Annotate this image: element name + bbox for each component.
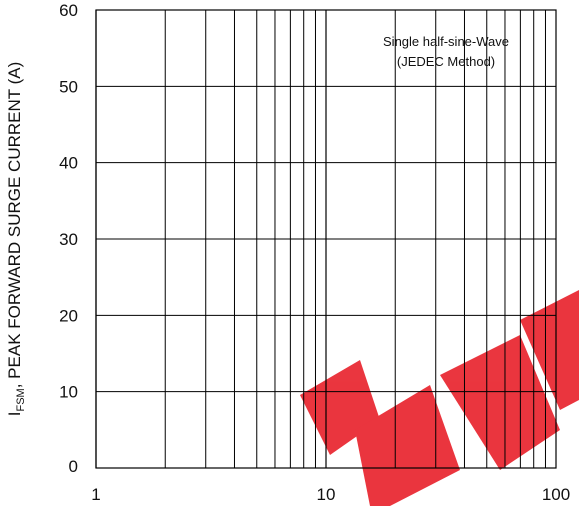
- y-axis-label: IFSM, PEAK FORWARD SURGE CURRENT (A): [5, 62, 27, 416]
- y-tick-label: 40: [59, 154, 78, 173]
- y-axis-label-rest: , PEAK FORWARD SURGE CURRENT (A): [5, 62, 24, 389]
- annotation-line-2: (JEDEC Method): [397, 54, 495, 69]
- y-tick-label: 20: [59, 306, 78, 325]
- plot-area: [95, 9, 557, 469]
- x-tick-label: 100: [542, 485, 570, 504]
- x-tick-label: 1: [91, 485, 100, 504]
- y-tick-label: 30: [59, 230, 78, 249]
- y-axis-label-main: I: [5, 412, 24, 417]
- watermark-logo: [300, 290, 579, 506]
- y-tick-label: 50: [59, 77, 78, 96]
- y-axis-label-subscript: FSM: [15, 388, 27, 411]
- y-tick-label: 10: [59, 383, 78, 402]
- x-tick-label: 10: [317, 485, 336, 504]
- y-tick-label: 60: [59, 1, 78, 20]
- grid: [95, 9, 556, 469]
- y-tick-label: 0: [69, 457, 78, 476]
- annotation-line-1: Single half-sine-Wave: [383, 34, 509, 49]
- tick-labels: 0 10 20 30 40 50 60 1 10 100: [59, 1, 570, 504]
